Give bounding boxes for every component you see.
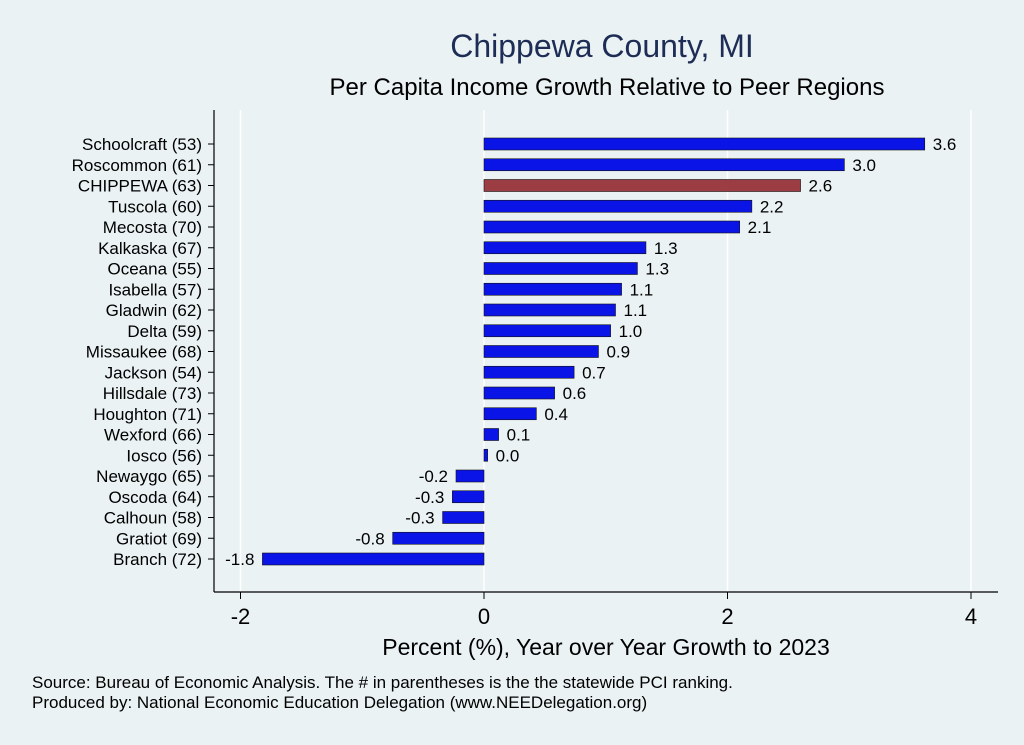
chart-title: Chippewa County, MI xyxy=(450,28,754,64)
value-label: -1.8 xyxy=(225,550,254,569)
x-tick-label: 4 xyxy=(965,604,977,629)
value-label: 2.6 xyxy=(809,177,833,196)
value-label: 1.3 xyxy=(645,260,669,279)
bar xyxy=(483,241,647,255)
category-label: Oscoda (64) xyxy=(108,488,202,507)
bar xyxy=(483,428,499,441)
value-label: 3.0 xyxy=(852,156,876,175)
category-label: Gladwin (62) xyxy=(106,301,202,320)
category-label: Kalkaska (67) xyxy=(98,239,202,258)
value-label: 1.1 xyxy=(630,280,654,299)
value-label: 0.7 xyxy=(582,363,606,382)
bar xyxy=(392,531,485,545)
category-label: CHIPPEWA (63) xyxy=(78,177,202,196)
axes: -2 0 2 4 xyxy=(208,110,998,629)
category-label: Calhoun (58) xyxy=(104,509,202,528)
bar xyxy=(483,179,801,192)
category-label: Houghton (71) xyxy=(93,405,202,424)
category-labels: Schoolcraft (53) Roscommon (61) CHIPPEWA (… xyxy=(72,135,202,569)
value-label: 0.0 xyxy=(496,446,520,465)
bar xyxy=(483,262,638,275)
bar xyxy=(262,552,485,566)
bar xyxy=(483,303,616,317)
x-axis-label: Percent (%), Year over Year Growth to 20… xyxy=(382,634,830,660)
category-label: Newaygo (65) xyxy=(96,467,202,486)
bar xyxy=(442,511,485,524)
category-label: Oceana (55) xyxy=(108,260,203,279)
value-label: 0.4 xyxy=(544,405,568,424)
value-label: 0.6 xyxy=(563,384,587,403)
value-label: 0.9 xyxy=(606,343,630,362)
bars xyxy=(262,137,926,566)
bar xyxy=(483,220,740,234)
value-label: 2.2 xyxy=(760,197,784,216)
bar xyxy=(483,199,753,213)
category-label: Wexford (66) xyxy=(104,426,202,445)
value-label: -0.3 xyxy=(405,509,434,528)
value-label: 1.3 xyxy=(654,239,678,258)
category-label: Iosco (56) xyxy=(126,446,202,465)
category-label: Branch (72) xyxy=(113,550,202,569)
category-label: Hillsdale (73) xyxy=(103,384,202,403)
chart-subtitle: Per Capita Income Growth Relative to Pee… xyxy=(329,74,885,101)
bar xyxy=(452,490,485,504)
x-tick-label: -2 xyxy=(231,604,251,629)
category-label: Isabella (57) xyxy=(108,280,202,299)
bar xyxy=(483,137,926,151)
category-label: Mecosta (70) xyxy=(103,218,202,237)
source-note: Source: Bureau of Economic Analysis. The… xyxy=(32,673,733,692)
value-label: 1.1 xyxy=(623,301,647,320)
value-labels: 3.63.02.62.22.11.31.31.11.11.00.90.70.60… xyxy=(225,135,956,569)
bar xyxy=(483,448,488,462)
bar xyxy=(483,158,845,172)
bar xyxy=(483,365,575,379)
category-label: Missaukee (68) xyxy=(86,343,202,362)
category-label: Delta (59) xyxy=(127,322,202,341)
category-label: Roscommon (61) xyxy=(72,156,202,175)
value-label: 1.0 xyxy=(619,322,643,341)
bar xyxy=(483,345,599,358)
value-label: -0.3 xyxy=(415,488,444,507)
value-label: 2.1 xyxy=(748,218,772,237)
bar xyxy=(483,386,555,400)
value-label: -0.2 xyxy=(419,467,448,486)
bar xyxy=(455,469,485,483)
bar xyxy=(483,324,611,338)
value-label: 0.1 xyxy=(507,426,531,445)
value-label: 3.6 xyxy=(933,135,957,154)
bar xyxy=(483,407,537,421)
value-label: -0.8 xyxy=(355,529,384,548)
category-label: Schoolcraft (53) xyxy=(82,135,202,154)
category-label: Tuscola (60) xyxy=(108,197,202,216)
category-label: Gratiot (69) xyxy=(116,529,202,548)
category-label: Jackson (54) xyxy=(105,363,202,382)
produced-by-note: Produced by: National Economic Education… xyxy=(32,693,648,712)
bar xyxy=(483,282,622,296)
x-tick-label: 0 xyxy=(478,604,490,629)
x-tick-label: 2 xyxy=(721,604,733,629)
